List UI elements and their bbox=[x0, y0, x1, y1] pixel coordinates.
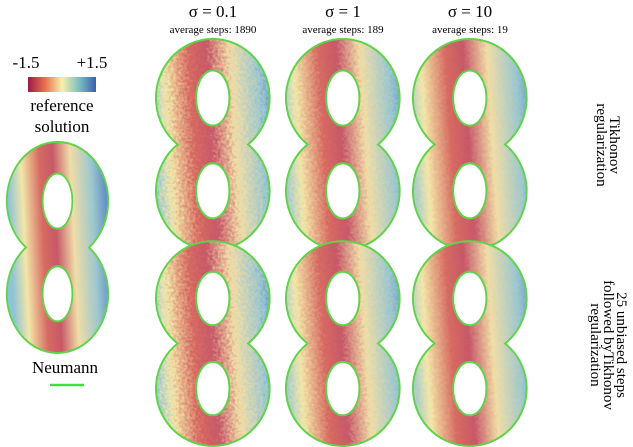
colorbar-min: -1.5 bbox=[13, 53, 40, 72]
steps-label: average steps: 1890 bbox=[170, 24, 257, 36]
sigma-label: σ = 10 bbox=[448, 2, 492, 21]
row-label: Tikhonov regularization bbox=[593, 103, 622, 187]
estimate-shape bbox=[411, 240, 528, 447]
estimate-shape bbox=[411, 37, 528, 252]
colorbar-max: +1.5 bbox=[77, 53, 108, 72]
reference-label: solution bbox=[35, 117, 90, 136]
row-label-line: regularization bbox=[593, 103, 609, 187]
sigma-label: σ = 1 bbox=[325, 2, 361, 21]
estimate-shape bbox=[284, 240, 401, 447]
sigma-label: σ = 0.1 bbox=[189, 2, 238, 21]
row-label-line: regularization bbox=[587, 303, 603, 387]
estimate-shape bbox=[284, 37, 401, 252]
steps-label: average steps: 189 bbox=[302, 24, 384, 36]
reference-label: reference bbox=[30, 96, 93, 115]
row-label: 25 unbiased steps followed byTikhonov re… bbox=[587, 280, 629, 410]
row-label-line: followed byTikhonov bbox=[600, 280, 616, 410]
steps-label: average steps: 19 bbox=[432, 24, 508, 36]
boundary-label: Neumann bbox=[32, 358, 99, 377]
estimate-shape bbox=[154, 240, 271, 447]
estimate-shape bbox=[154, 37, 271, 252]
reference-shape bbox=[5, 140, 110, 355]
row-label-line: 25 unbiased steps bbox=[613, 292, 629, 398]
row-label-line: Tikhonov bbox=[606, 116, 622, 174]
colorbar bbox=[28, 77, 96, 92]
